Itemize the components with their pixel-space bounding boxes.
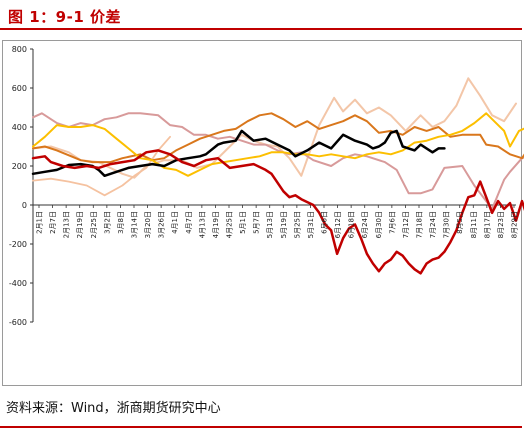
chart-frame: [2, 40, 522, 386]
x-tick-label: 2月25日: [90, 211, 98, 238]
x-tick-label: 2月13日: [63, 211, 71, 238]
series-line-2: [32, 112, 524, 210]
x-tick-label: 4月7日: [185, 211, 193, 234]
x-tick-label: 4月25日: [226, 211, 234, 238]
series-line-6: [31, 129, 446, 178]
source-note: 资料来源：Wind，浙商期货研究中心: [6, 401, 221, 416]
series-line-5: [32, 112, 524, 177]
x-tick-label: 2月19日: [76, 211, 84, 238]
x-tick-label: 7月12日: [402, 211, 410, 238]
y-tick-label: 0: [22, 201, 27, 210]
y-tick-label: 600: [12, 84, 27, 93]
x-tick-label: 6月18日: [348, 211, 356, 238]
x-tick-label: 7月18日: [416, 211, 424, 238]
x-tick-label: 7月30日: [443, 211, 451, 238]
x-tick-label: 8月23日: [497, 211, 505, 238]
x-tick-label: 6月12日: [334, 211, 342, 238]
y-tick-label: -400: [9, 279, 27, 288]
x-tick-label: 5月7日: [253, 211, 261, 234]
x-tick-label: 4月19日: [212, 211, 220, 238]
x-tick-label: 4月13日: [198, 211, 206, 238]
x-tick-label: 5月25日: [293, 211, 301, 238]
series-line-4: [32, 112, 524, 164]
x-tick-label: 5月1日: [239, 211, 247, 234]
x-tick-label: 3月20日: [144, 211, 152, 238]
x-tick-label: 7月6日: [388, 211, 396, 234]
x-tick-label: 3月14日: [131, 211, 139, 238]
x-tick-label: 2月7日: [49, 211, 57, 234]
x-tick-label: 7月24日: [429, 211, 437, 238]
x-tick-label: 6月30日: [375, 211, 383, 238]
y-tick-label: 400: [12, 123, 27, 132]
figure-title: 图 1：9-1 价差: [8, 8, 121, 26]
y-tick-label: -200: [9, 240, 27, 249]
y-tick-label: 200: [12, 162, 27, 171]
y-tick-label: -600: [9, 318, 27, 327]
x-tick-label: 5月13日: [266, 211, 274, 238]
series-line-7: [31, 149, 524, 275]
line-chart: -600 -400 -200 0 200 400 600 800 2月1日 2月7日 2月13日 2月…: [9, 45, 524, 327]
x-tick-label: 3月2日: [103, 211, 111, 234]
bottom-rule: [0, 426, 522, 428]
x-tick-label: 8月17日: [483, 211, 491, 238]
x-tick-label: 8月29日: [511, 211, 519, 238]
title-bar: 图 1：9-1 价差: [0, 0, 522, 30]
x-tick-label: 5月31日: [307, 211, 315, 238]
x-tick-label: 8月5日: [456, 211, 464, 234]
x-tick-label: 5月19日: [280, 211, 288, 238]
x-tick-label: 3月26日: [158, 211, 166, 238]
x-tick-label: 8月11日: [470, 211, 478, 238]
x-tick-label: 4月1日: [171, 211, 179, 234]
y-tick-label: 800: [12, 45, 27, 54]
x-tick-label: 2月1日: [36, 211, 44, 234]
x-tick-label: 6月6日: [321, 211, 329, 234]
x-tick-label: 6月24日: [361, 211, 369, 238]
x-tick-label: 3月8日: [117, 211, 125, 234]
